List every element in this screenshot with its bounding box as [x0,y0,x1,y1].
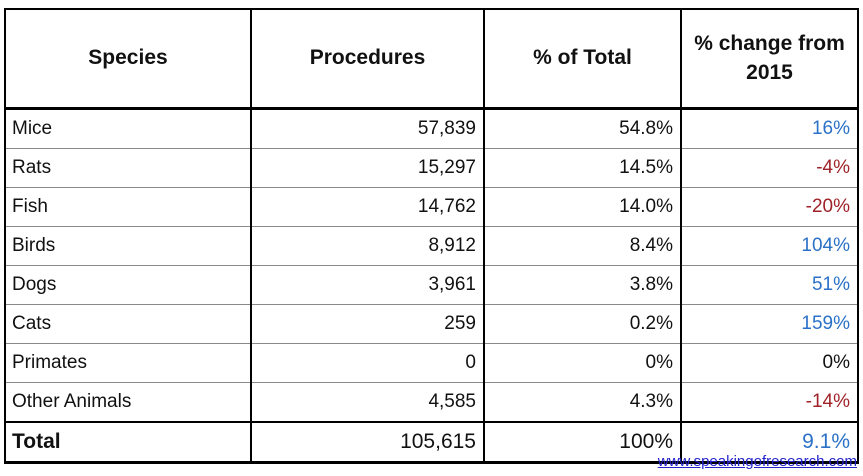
pct-total-cell: 0.2% [483,304,682,344]
species-cell: Cats [4,304,252,344]
species-cell: Dogs [4,265,252,305]
change-cell: 9.1% [680,421,859,464]
species-cell: Mice [4,108,252,149]
table-row-birds: Birds 8,912 8.4% 104% [4,226,859,266]
species-cell: Total [4,421,252,464]
procedures-cell: 57,839 [250,108,485,149]
footer: www.speakingofresearch.com [658,453,857,470]
table-row-fish: Fish 14,762 14.0% -20% [4,187,859,227]
procedures-cell: 8,912 [250,226,485,266]
header-row: Species Procedures % of Total % change f… [4,8,859,110]
species-cell: Birds [4,226,252,266]
table-row-primates: Primates 0 0% 0% [4,343,859,383]
table-row-mice: Mice 57,839 54.8% 16% [4,108,859,149]
change-cell: 159% [680,304,859,344]
procedures-cell: 15,297 [250,148,485,188]
procedures-cell: 4,585 [250,382,485,423]
species-cell: Primates [4,343,252,383]
pct-total-cell: 14.5% [483,148,682,188]
col-header-species: Species [4,8,252,110]
col-header-pct-change: % change from 2015 [680,8,859,110]
species-cell: Other Animals [4,382,252,423]
species-cell: Fish [4,187,252,227]
table-row-rats: Rats 15,297 14.5% -4% [4,148,859,188]
speakingofresearch-link[interactable]: www.speakingofresearch.com [657,453,857,470]
change-cell: 104% [680,226,859,266]
change-cell: 16% [680,108,859,149]
pct-total-cell: 54.8% [483,108,682,149]
procedures-by-species-table: Species Procedures % of Total % change f… [4,8,859,464]
pct-total-cell: 4.3% [483,382,682,423]
change-cell: 51% [680,265,859,305]
table-row-dogs: Dogs 3,961 3.8% 51% [4,265,859,305]
change-cell: 0% [680,343,859,383]
table-row-other-animals: Other Animals 4,585 4.3% -14% [4,382,859,423]
col-header-procedures: Procedures [250,8,485,110]
table-row-total: Total 105,615 100% 9.1% [4,421,859,464]
procedures-cell: 14,762 [250,187,485,227]
pct-total-cell: 8.4% [483,226,682,266]
procedures-cell: 259 [250,304,485,344]
pct-total-cell: 3.8% [483,265,682,305]
change-cell: -14% [680,382,859,423]
species-cell: Rats [4,148,252,188]
table-row-cats: Cats 259 0.2% 159% [4,304,859,344]
pct-total-cell: 14.0% [483,187,682,227]
col-header-pct-of-total: % of Total [483,8,682,110]
procedures-cell: 3,961 [250,265,485,305]
pct-total-cell: 100% [483,421,682,464]
change-cell: -4% [680,148,859,188]
procedures-cell: 0 [250,343,485,383]
change-cell: -20% [680,187,859,227]
pct-total-cell: 0% [483,343,682,383]
procedures-cell: 105,615 [250,421,485,464]
